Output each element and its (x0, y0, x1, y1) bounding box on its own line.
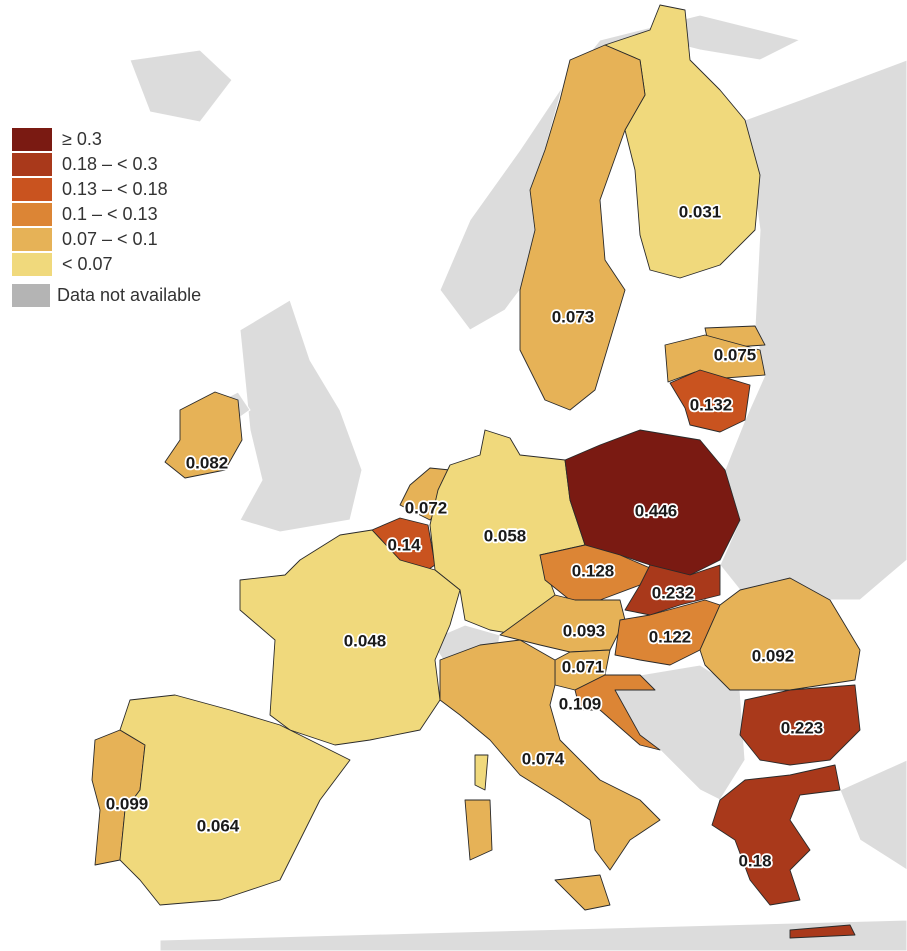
region-value: 0.074 (522, 749, 565, 768)
region-value: 0.18 (738, 851, 771, 870)
region-value: 0.132 (690, 395, 733, 414)
region-value: 0.082 (186, 453, 229, 472)
legend-swatch (12, 284, 50, 307)
legend-swatch (12, 203, 52, 226)
region (239, 529, 489, 791)
legend-label: ≥ 0.3 (62, 129, 102, 149)
legend-label: 0.07 – < 0.1 (62, 229, 158, 249)
region-value: 0.071 (562, 657, 605, 676)
legend-swatch (12, 178, 52, 201)
region-value: 0.099 (106, 794, 149, 813)
region-value: 0.128 (572, 561, 615, 580)
legend-label: 0.1 – < 0.13 (62, 204, 158, 224)
region (119, 694, 351, 906)
region (669, 369, 751, 433)
legend-label: Data not available (57, 285, 201, 305)
region-value: 0.109 (559, 694, 602, 713)
region (664, 334, 766, 383)
region-value: 0.064 (197, 816, 240, 835)
land (239, 299, 363, 533)
land (839, 759, 907, 871)
region-value: 0.122 (649, 627, 692, 646)
region-value: 0.072 (405, 498, 448, 517)
legend-label: 0.13 – < 0.18 (62, 179, 168, 199)
region-value: 0.223 (781, 718, 824, 737)
region (624, 564, 721, 616)
region-value: 0.075 (714, 345, 757, 364)
legend-label: < 0.07 (62, 254, 113, 274)
region (439, 639, 661, 911)
region-value: 0.446 (635, 501, 678, 520)
region (699, 577, 861, 691)
legend-swatch (12, 228, 52, 251)
legend-swatch (12, 128, 52, 151)
land (159, 919, 907, 951)
region-value: 0.092 (752, 646, 795, 665)
legend-swatch (12, 153, 52, 176)
land (129, 49, 233, 123)
region (519, 44, 646, 411)
region-value: 0.093 (563, 621, 606, 640)
region-value: 0.031 (679, 202, 722, 221)
legend: ≥ 0.3 0.18 – < 0.3 0.13 – < 0.18 0.1 – < 0.… (12, 128, 201, 307)
background-land (129, 14, 907, 951)
legend-swatch (12, 253, 52, 276)
region-value: 0.14 (387, 535, 421, 554)
region-value: 0.073 (552, 307, 595, 326)
region-value: 0.232 (652, 583, 695, 602)
regions (91, 4, 861, 939)
labels: 0.031 0.073 0.075 0.132 0.082 0.072 0.14 0.058 0… (104, 201, 825, 873)
legend-label: 0.18 – < 0.3 (62, 154, 158, 174)
region (711, 764, 856, 939)
region-value: 0.058 (484, 526, 527, 545)
region (164, 391, 243, 479)
region (574, 674, 661, 751)
region-value: 0.048 (344, 631, 387, 650)
region (739, 684, 861, 766)
